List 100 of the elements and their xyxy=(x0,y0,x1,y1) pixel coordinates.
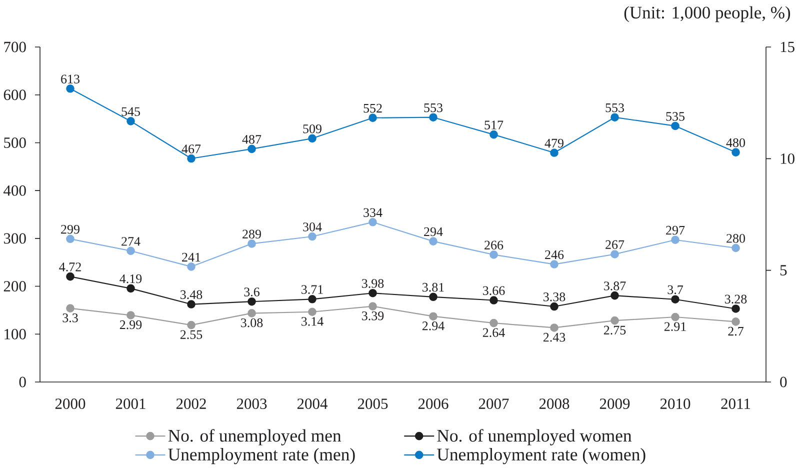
data-label: 2.64 xyxy=(482,328,505,338)
data-label: 3.39 xyxy=(362,311,384,320)
x-tick-label: 2001 xyxy=(116,398,146,409)
point xyxy=(66,304,74,312)
legend-label: Unemployment rate (men) xyxy=(168,448,355,464)
data-label: 545 xyxy=(122,107,140,116)
data-label: 297 xyxy=(666,226,685,235)
data-label: 4.72 xyxy=(59,262,81,272)
x-tick-label: 2010 xyxy=(660,398,690,409)
y2-tick-label: 10 xyxy=(780,153,794,164)
y-tick-label: 600 xyxy=(4,90,26,100)
data-label: 2.55 xyxy=(180,330,202,340)
point xyxy=(126,246,135,256)
point xyxy=(368,288,377,298)
data-label: 3.08 xyxy=(241,318,263,328)
data-label: 241 xyxy=(182,252,200,262)
y-tick-label: 300 xyxy=(4,233,26,244)
x-tick-label: 2011 xyxy=(721,398,750,409)
y-tick-label: 0 xyxy=(19,376,26,388)
data-label: 3.7 xyxy=(668,285,684,294)
point xyxy=(126,311,135,320)
point xyxy=(368,218,377,226)
point xyxy=(490,318,498,328)
data-label: 3.66 xyxy=(483,286,505,296)
data-label: 2.75 xyxy=(604,326,626,335)
data-label: 2.91 xyxy=(664,322,686,332)
data-label: 274 xyxy=(122,237,140,246)
point xyxy=(66,234,74,244)
point xyxy=(671,312,680,322)
x-tick-label: 2007 xyxy=(478,398,509,409)
x-tick-label: 2002 xyxy=(176,398,206,409)
y-tick-label: 400 xyxy=(4,185,26,196)
point xyxy=(490,130,498,139)
point xyxy=(248,297,256,306)
point xyxy=(248,309,256,318)
data-label: 299 xyxy=(61,224,80,234)
point xyxy=(732,244,740,252)
data-label: 3.87 xyxy=(604,282,626,290)
data-label: 553 xyxy=(606,103,624,112)
point xyxy=(368,302,377,310)
point xyxy=(732,318,740,326)
point xyxy=(610,316,619,325)
y-tick-label: 500 xyxy=(4,137,26,148)
data-label: 2.43 xyxy=(543,332,566,342)
point xyxy=(429,292,438,302)
x-tick-label: 2006 xyxy=(418,398,448,409)
point xyxy=(368,114,377,122)
data-label: 517 xyxy=(484,120,504,130)
point xyxy=(429,312,438,320)
data-label: 509 xyxy=(303,124,322,134)
data-label: 480 xyxy=(726,138,746,148)
point xyxy=(187,300,196,308)
point xyxy=(308,134,316,143)
data-label: 304 xyxy=(303,222,322,232)
data-label: 2.99 xyxy=(120,320,142,330)
point xyxy=(671,122,680,130)
point xyxy=(490,250,498,259)
point xyxy=(671,236,680,244)
x-tick-label: 2009 xyxy=(600,398,630,409)
legend-label: No. of unemployed men xyxy=(168,429,342,446)
data-label: 3.38 xyxy=(544,292,566,302)
point xyxy=(248,240,256,248)
point xyxy=(66,272,74,281)
point xyxy=(671,295,680,304)
data-label: 266 xyxy=(484,240,504,250)
point xyxy=(248,144,256,154)
point xyxy=(610,250,619,258)
point xyxy=(308,294,316,304)
y2-tick-label: 15 xyxy=(780,42,794,52)
point xyxy=(732,148,740,156)
data-label: 3.71 xyxy=(302,285,323,294)
data-label: 3.3 xyxy=(62,313,78,322)
point xyxy=(550,148,558,157)
point xyxy=(550,302,558,311)
data-label: 280 xyxy=(726,234,746,243)
data-label: 3.98 xyxy=(362,279,384,288)
data-label: 267 xyxy=(606,240,624,250)
y-tick-label: 100 xyxy=(4,328,26,340)
point xyxy=(187,154,196,163)
data-label: 613 xyxy=(61,74,80,84)
point xyxy=(550,260,558,268)
data-label: 246 xyxy=(545,250,564,260)
data-label: 4.19 xyxy=(120,274,142,284)
y2-tick-label: 5 xyxy=(780,265,787,276)
data-label: 294 xyxy=(424,227,443,236)
point xyxy=(308,308,316,316)
point xyxy=(550,324,558,332)
data-label: 552 xyxy=(364,104,382,113)
text: (Unit: 1,000 people, %) xyxy=(624,6,790,22)
point xyxy=(66,84,74,93)
data-label: 3.81 xyxy=(422,282,444,292)
y-tick-label: 200 xyxy=(4,281,26,292)
y2-tick-label: 0 xyxy=(780,376,787,388)
data-label: 553 xyxy=(424,103,442,112)
data-label: 479 xyxy=(544,138,564,148)
data-label: 487 xyxy=(242,134,262,144)
data-label: 2.7 xyxy=(728,326,744,336)
point xyxy=(308,232,316,241)
x-tick-label: 2004 xyxy=(297,398,328,409)
data-label: 467 xyxy=(182,144,201,154)
